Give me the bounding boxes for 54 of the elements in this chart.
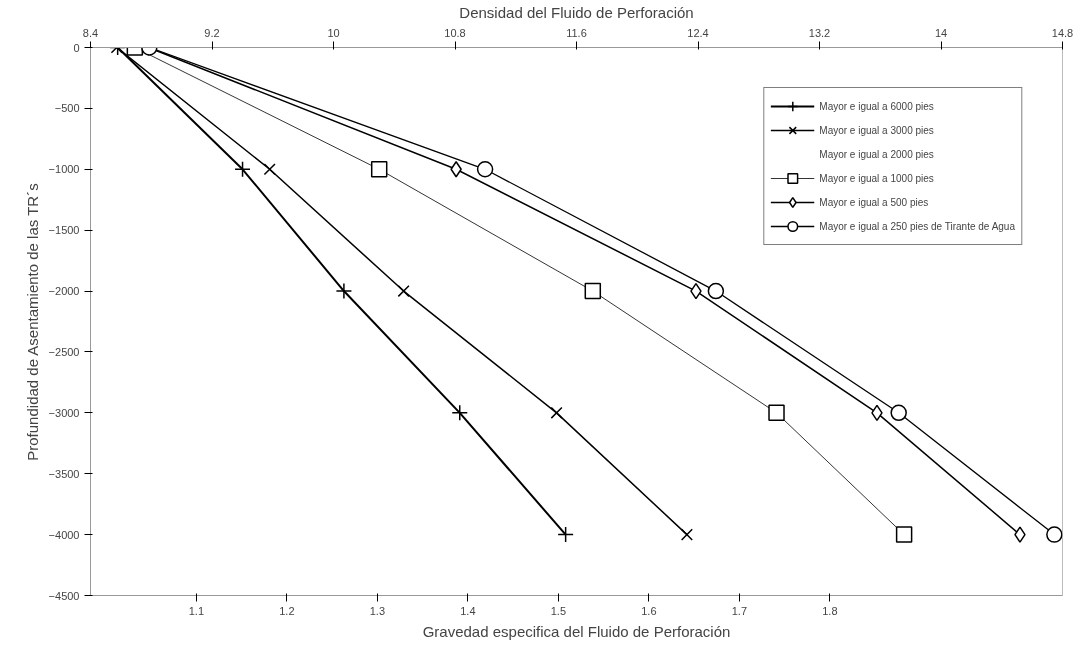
y-tick-label: −3000 [48,406,80,419]
y-tick-label: −2500 [48,345,80,358]
point [550,406,563,419]
x2-tick-label: 13.2 [808,26,831,39]
y-tick-label: −1000 [48,163,80,176]
legend-label: Mayor e igual a 6000 pies [819,100,934,112]
point [335,282,353,300]
y-axis-title: Profundidad de Asentamiento de las TR´s [23,183,41,461]
y-tick-label: −1500 [48,224,80,237]
x-tick-label: 1.8 [822,604,838,617]
point [890,404,907,422]
point [370,161,388,178]
legend-label: Mayor e igual a 1000 pies [819,172,934,184]
point [557,526,574,543]
y-tick-label: −4500 [48,589,80,602]
y-tick-label: 0 [73,41,80,54]
x2-tick-label: 12.4 [687,26,709,39]
x2-tick-label: 8.4 [82,26,99,39]
point [707,282,725,300]
x2-tick-label: 14.8 [1051,26,1074,39]
x-axis-title: Gravedad especifica del Fluido de Perforación [422,622,731,640]
y-tick-label: −2000 [48,285,80,298]
point [768,404,785,422]
x-tick-label: 1.5 [550,604,567,617]
point [584,282,602,300]
point [1046,526,1063,543]
point [451,404,468,422]
point [263,163,276,176]
x2-tick-label: 9.2 [204,26,220,39]
text: Mayor e igual a 2000 pies [819,148,934,160]
x2-axis-title: Densidad del Fluido de Perforación [459,3,694,21]
x-tick-label: 1.6 [641,604,657,617]
point [680,528,693,541]
y-tick-label: −500 [54,102,80,115]
x-tick-label: 1.2 [279,604,295,617]
point [450,161,462,178]
x-tick-label: 1.7 [731,604,748,617]
x2-tick-label: 10 [327,26,340,39]
y-tick-label: −4000 [48,528,80,541]
legend-label: Mayor e igual a 3000 pies [819,124,934,136]
x2-tick-label: 11.6 [566,26,587,39]
x2-tick-label: 14 [934,26,948,39]
point [1014,526,1026,543]
x-tick-label: 1.1 [188,604,205,617]
point [476,161,494,178]
point [397,285,410,298]
point [234,161,251,178]
legend-label: Mayor e igual a 500 pies [819,196,929,208]
y-tick-label: −3500 [48,467,80,480]
legend-label: Mayor e igual a 250 pies de Tirante de Agua [819,220,1015,232]
x-tick-label: 1.4 [460,604,476,617]
x-tick-label: 1.3 [369,604,386,617]
point [895,526,913,543]
x2-tick-label: 10.8 [444,26,466,39]
